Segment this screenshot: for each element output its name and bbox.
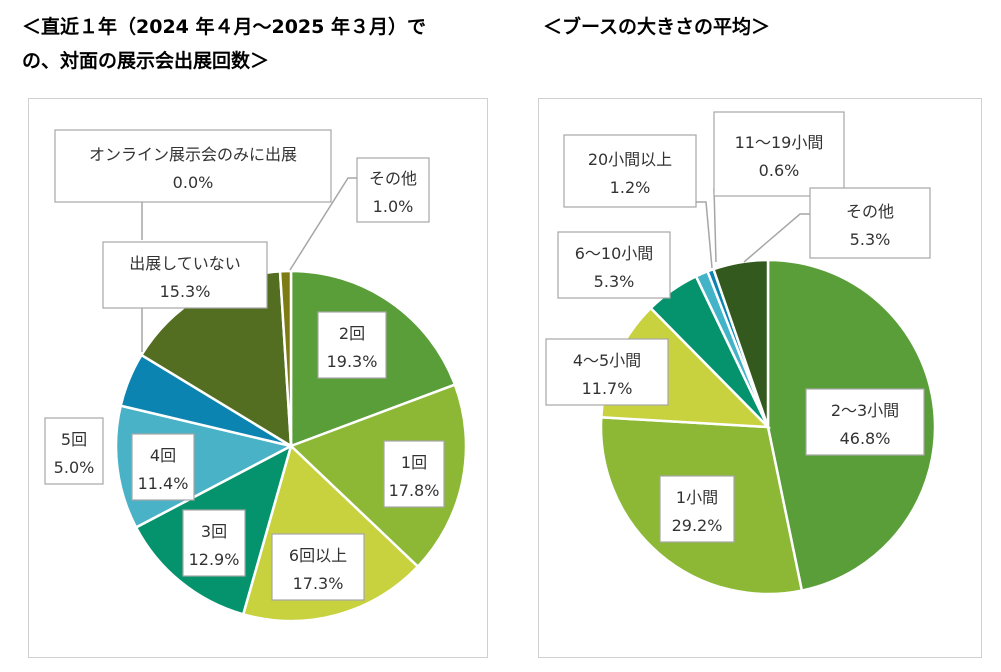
- pie0-leader-line-8: [289, 177, 357, 271]
- pie0-slice-1: [288, 383, 468, 569]
- pie0-label-box-3: [182, 509, 246, 577]
- pie1-label-0: 2～3小間 46.8%: [805, 388, 925, 456]
- left-chart-title-line1: ＜直近１年（2024 年４月～2025 年３月）で: [22, 16, 426, 38]
- pie0-value-label-1: 17.8%: [389, 481, 440, 500]
- right-chart-title: ＜ブースの大きさの平均＞: [543, 16, 771, 38]
- pie1-leader-line-5: [713, 187, 717, 263]
- pie0-label-6: 出展していない 15.3%: [102, 241, 268, 352]
- pie0-category-label-3: 3回: [201, 522, 227, 541]
- pie1-category-label-0: 2～3小間: [831, 401, 899, 420]
- pie0-label-7: オンライン展示会のみに出展 0.0%: [54, 129, 332, 240]
- pie1-label-box-5: [713, 111, 845, 197]
- pie1-label-box-6: [809, 187, 931, 259]
- pie0-category-label-8: その他: [369, 169, 417, 188]
- pie0-category-label-2: 6回以上: [289, 546, 347, 565]
- pie1-value-label-6: 5.3%: [850, 230, 891, 249]
- pie1-label-3: 6～10小間 5.3%: [557, 231, 671, 299]
- pie1-category-label-6: その他: [846, 202, 894, 221]
- left-chart-title-line2: の、対面の展示会出展回数＞: [22, 50, 270, 72]
- pie0-label-3: 3回 12.9%: [182, 509, 246, 577]
- left-chart-title: ＜直近１年（2024 年４月～2025 年３月）で の、対面の展示会出展回数＞: [22, 10, 502, 78]
- pie0-slice-8: [278, 269, 293, 447]
- pie0-category-label-1: 1回: [401, 453, 427, 472]
- pie0-label-4: 4回 11.4%: [131, 433, 195, 501]
- pie0-label-box-7: [54, 129, 332, 203]
- pie0-category-label-6: 出展していない: [129, 254, 241, 273]
- pie0-label-1: 1回 17.8%: [383, 440, 445, 508]
- pie0-label-box-6: [102, 241, 268, 309]
- pie1-leader-line-4: [696, 201, 713, 269]
- pie0-value-label-5: 5.0%: [54, 458, 95, 477]
- pie1-value-label-5: 0.6%: [759, 161, 800, 180]
- pie0-category-label-4: 4回: [150, 446, 176, 465]
- pie0-label-box-8: [356, 157, 430, 223]
- pie0-value-label-0: 19.3%: [327, 352, 378, 371]
- pie1-value-label-2: 11.7%: [582, 379, 633, 398]
- pie1-slice-6: [711, 258, 770, 428]
- pie1-label-4: 20小間以上 1.2%: [563, 134, 713, 269]
- pie0-label-box-4: [131, 433, 195, 501]
- pie0-label-5: 5回 5.0%: [44, 417, 104, 485]
- pie1-category-label-3: 6～10小間: [575, 244, 654, 263]
- pie1-leader-line-6: [743, 213, 810, 263]
- pie0-value-label-2: 17.3%: [293, 574, 344, 593]
- left-pie-chart: 2回19.3%1回17.8%6回以上17.3%3回12.9%4回11.4%5回5…: [44, 129, 468, 623]
- pie0-label-0: 2回 19.3%: [317, 311, 387, 379]
- pie0-label-box-0: [317, 311, 387, 379]
- pie0-category-label-7: オンライン展示会のみに出展: [89, 145, 297, 164]
- pie1-value-label-4: 1.2%: [610, 178, 651, 197]
- pie0-category-label-0: 2回: [339, 324, 365, 343]
- pie0-label-box-5: [44, 417, 104, 485]
- pie1-label-box-1: [659, 475, 735, 543]
- pie0-label-2: 6回以上 17.3%: [271, 533, 365, 601]
- pie1-category-label-4: 20小間以上: [588, 150, 672, 169]
- pie0-label-8: その他 1.0%: [289, 157, 430, 271]
- pie1-label-2: 4～5小間 11.7%: [545, 338, 669, 406]
- pie0-label-box-1: [383, 440, 445, 508]
- pie1-label-box-2: [545, 338, 669, 406]
- pie0-value-label-3: 12.9%: [189, 550, 240, 569]
- pie1-label-box-0: [805, 388, 925, 456]
- pie0-value-label-6: 15.3%: [160, 282, 211, 301]
- pie0-value-label-4: 11.4%: [138, 474, 189, 493]
- pie1-value-label-0: 46.8%: [840, 429, 891, 448]
- pie1-label-1: 1小間 29.2%: [659, 475, 735, 543]
- pie1-category-label-5: 11～19小間: [735, 133, 824, 152]
- pie1-label-box-3: [557, 231, 671, 299]
- pie1-value-label-1: 29.2%: [672, 516, 723, 535]
- pie1-value-label-3: 5.3%: [594, 272, 635, 291]
- pie0-value-label-8: 1.0%: [373, 197, 414, 216]
- pie1-label-box-4: [563, 134, 697, 208]
- right-pie-chart: 2～3小間 46.8% 1小間 29.2% 4～5小間 11.7% 6～10小間 5.3% 20…: [545, 111, 937, 596]
- pie0-value-label-7: 0.0%: [173, 173, 214, 192]
- pie1-category-label-2: 4～5小間: [573, 351, 641, 370]
- pie0-category-label-5: 5回: [61, 430, 87, 449]
- pie1-label-6: その他 5.3%: [743, 187, 931, 263]
- pie0-label-box-2: [271, 533, 365, 601]
- pie1-category-label-1: 1小間: [676, 488, 718, 507]
- pie1-label-5: 11～19小間 0.6%: [713, 111, 845, 263]
